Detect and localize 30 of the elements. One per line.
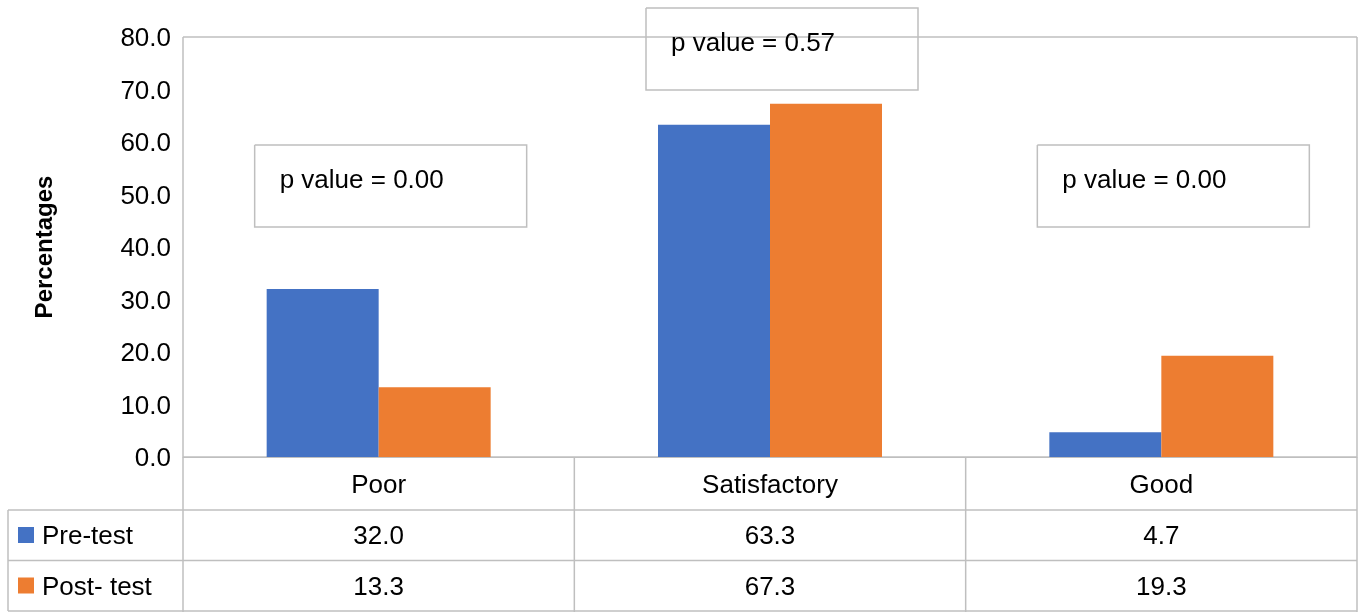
y-tick-label: 80.0 [120,22,171,52]
legend-label: Pre-test [42,520,134,550]
bar [658,124,770,457]
annotation: p value = 0.57 [671,27,836,57]
x-tick-label: Poor [351,468,407,499]
bar [770,103,882,457]
bar [266,289,379,457]
data-label: 32.0 [353,520,404,550]
y-tick-label: 0.0 [134,442,171,472]
x-tick-label: Satisfactory [702,468,838,499]
data-label: 13.3 [353,570,404,601]
data-label: 67.3 [744,570,796,601]
bar [1161,355,1274,457]
bar [1049,432,1162,457]
y-tick-label: 50.0 [120,179,171,210]
y-tick-label: 40.0 [120,232,171,262]
y-tick-label: 10.0 [120,389,171,420]
y-tick-label: 20.0 [120,337,171,367]
y-tick-label: 70.0 [120,74,171,105]
data-label: 63.3 [744,520,796,550]
bar [378,387,491,457]
data-label: 19.3 [1136,570,1187,601]
legend-label: Post- test [42,570,153,601]
data-label: 4.7 [1143,520,1180,550]
x-tick-label: Good [1129,468,1194,499]
y-tick-label: 30.0 [120,284,171,315]
y-tick-label: 60.0 [120,127,171,157]
annotation: p value = 0.00 [1062,164,1227,194]
annotation: p value = 0.00 [279,164,444,194]
y-axis-title: Percentages [29,175,57,319]
